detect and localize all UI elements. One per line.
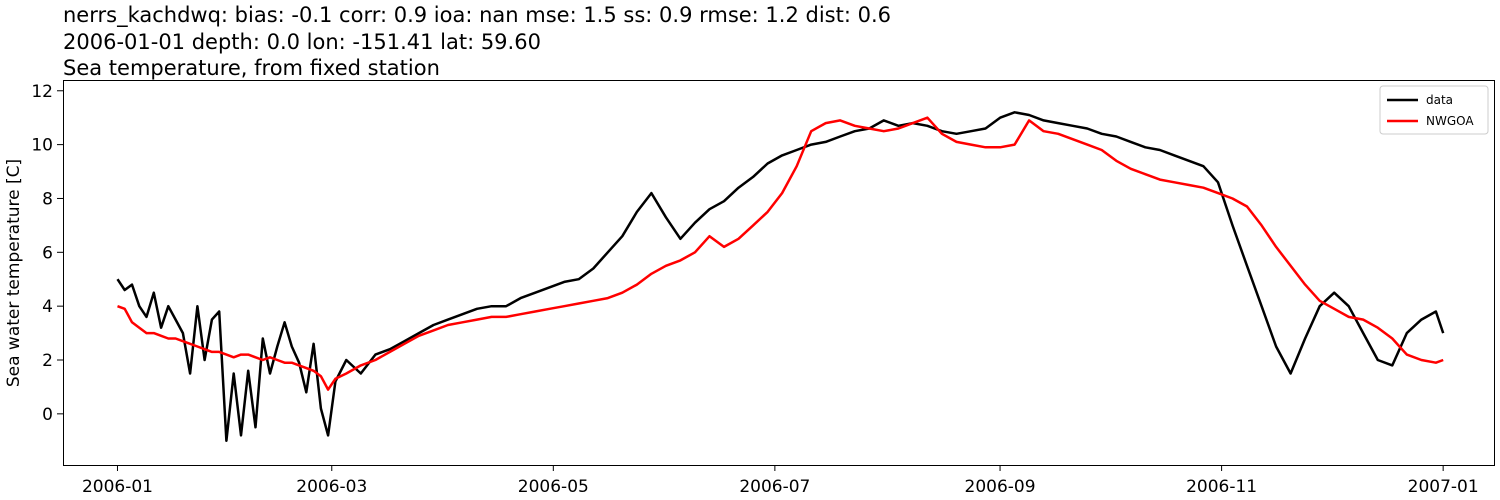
x-tick-label: 2006-11 (1186, 477, 1257, 497)
chart-title-line-1: nerrs_kachdwq: bias: -0.1 corr: 0.9 ioa:… (63, 3, 891, 28)
chart-title-line-3: Sea temperature, from fixed station (63, 56, 440, 80)
series-line-data (116, 111, 1445, 443)
y-axis: 0 2 4 6 8 10 12 (31, 82, 63, 425)
x-tick-label: 2006-07 (739, 477, 810, 497)
chart-title: nerrs_kachdwq: bias: -0.1 corr: 0.9 ioa:… (63, 3, 891, 80)
y-tick-label: 10 (31, 136, 53, 156)
legend-label-nwgoa: NWGOA (1426, 114, 1474, 128)
y-tick-label: 6 (42, 243, 53, 263)
plot-lines (116, 111, 1445, 443)
y-tick-label: 4 (42, 297, 53, 317)
plot-frame (63, 80, 1495, 466)
x-axis: 2006-01 2006-03 2006-05 2006-07 2006-09 2006-… (82, 465, 1479, 497)
y-tick-label: 2 (42, 351, 53, 371)
x-tick-label: 2006-05 (518, 477, 589, 497)
chart-title-line-2: 2006-01-01 depth: 0.0 lon: -151.41 lat: … (63, 30, 541, 54)
x-tick-label: 2006-03 (296, 477, 367, 497)
series-line-nwgoa (117, 116, 1444, 391)
y-tick-label: 8 (42, 189, 53, 209)
x-tick-label: 2007-01 (1408, 477, 1479, 497)
x-tick-label: 2006-01 (82, 477, 153, 497)
y-axis-label: Sea water temperature [C] (4, 159, 24, 387)
x-tick-label: 2006-09 (965, 477, 1036, 497)
legend: data NWGOA (1379, 85, 1489, 135)
legend-label-data: data (1426, 93, 1453, 107)
y-tick-label: 12 (31, 82, 53, 102)
y-tick-label: 0 (42, 405, 53, 425)
